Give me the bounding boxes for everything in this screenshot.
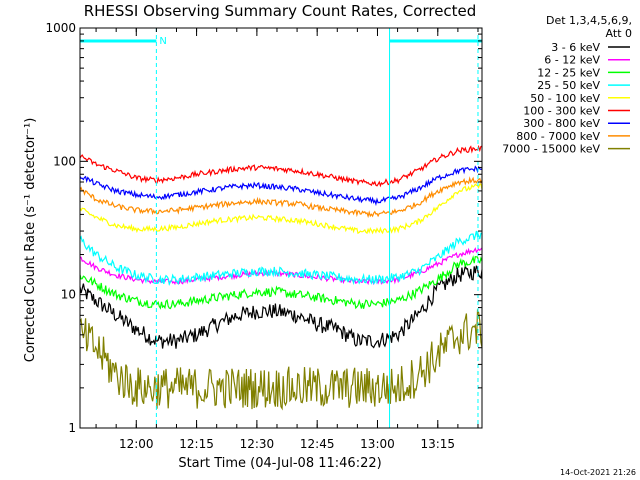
legend-label: 50 - 100 keV [530, 92, 600, 105]
y-tick-label: 100 [53, 154, 76, 168]
series-line-6 [79, 144, 483, 188]
series-line-3 [79, 255, 483, 310]
legend-label: 25 - 50 keV [537, 79, 600, 92]
footer-timestamp: 14-Oct-2021 21:26 [560, 468, 636, 477]
legend-label: 300 - 800 keV [523, 117, 600, 130]
legend-label: 100 - 300 keV [523, 105, 600, 118]
x-tick-label: 12:45 [300, 437, 335, 451]
series-line-7 [79, 165, 483, 207]
legend-label: 800 - 7000 keV [516, 130, 600, 143]
series-line-4 [79, 230, 483, 286]
series-line-5 [79, 183, 483, 235]
series-line-9 [79, 308, 483, 411]
y-axis: 1 10 100 1000 [45, 21, 482, 435]
series-line-1 [79, 263, 483, 349]
x-tick-label: 12:00 [119, 437, 154, 451]
y-axis-label: Corrected Count Rate (s⁻¹ detector⁻¹) [23, 118, 38, 363]
x-tick-label: 12:15 [179, 437, 214, 451]
x-axis-label: Start Time (04-Jul-08 11:46:22) [178, 456, 381, 471]
vertical-markers [79, 28, 479, 428]
legend-label: 3 - 6 keV [551, 41, 600, 54]
y-tick-label: 1 [68, 421, 76, 435]
legend-header-line2: Att 0 [606, 27, 632, 40]
series-line-8 [79, 176, 483, 219]
x-tick-label: 13:15 [420, 437, 455, 451]
plot-series-group [79, 144, 483, 411]
annotation-label-1: N [159, 36, 166, 47]
y-tick-label: 10 [61, 288, 76, 302]
x-tick-label: 13:00 [360, 437, 395, 451]
annotation-bars: N [80, 36, 482, 47]
y-tick-label: 1000 [45, 21, 76, 35]
legend-label: 6 - 12 keV [544, 54, 600, 67]
legend-label: 12 - 25 keV [537, 66, 600, 79]
chart-title: RHESSI Observing Summary Count Rates, Co… [84, 2, 477, 20]
legend-header-line1: Det 1,3,4,5,6,9, [546, 14, 632, 27]
plot-frame [79, 27, 483, 429]
legend-label: 7000 - 15000 keV [502, 143, 600, 156]
x-axis: 12:00 12:15 12:30 12:45 13:00 13:15 [95, 28, 479, 451]
x-tick-label: 12:30 [240, 437, 275, 451]
